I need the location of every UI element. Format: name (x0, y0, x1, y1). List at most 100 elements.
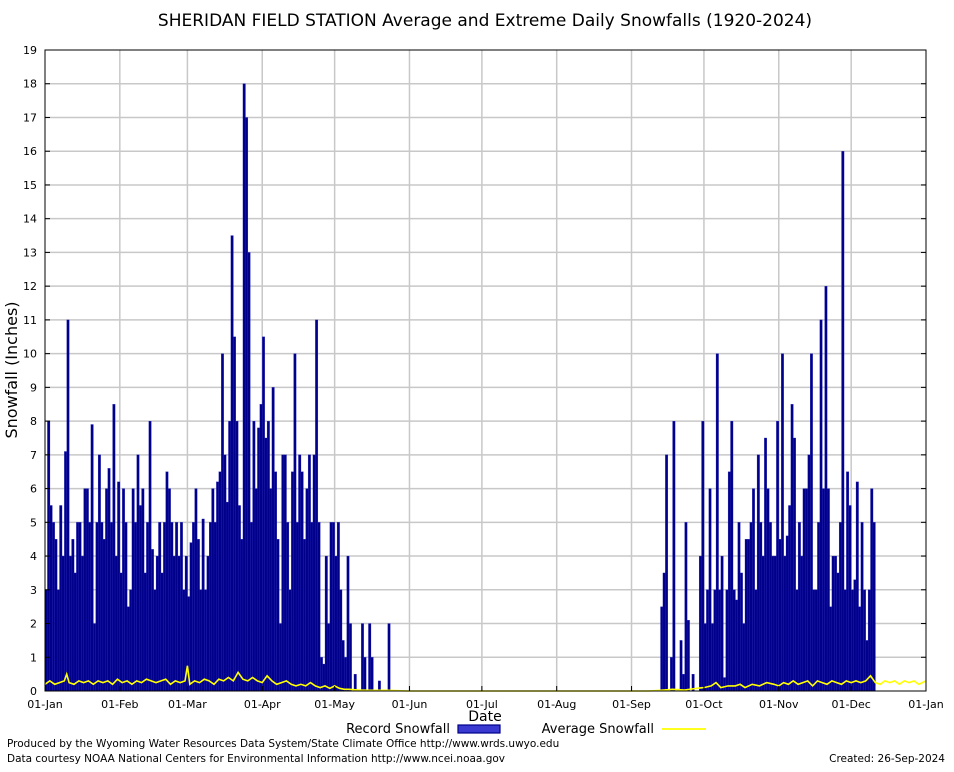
record-snowfall-bar (853, 579, 857, 692)
record-snowfall-bar (819, 319, 823, 692)
record-snowfall-bar (778, 539, 782, 692)
record-snowfall-bar (64, 451, 67, 692)
record-snowfall-bar (242, 83, 246, 692)
record-snowfall-bar (870, 488, 874, 692)
record-snowfall-bar (713, 589, 717, 692)
record-snowfall-bar (136, 454, 140, 692)
record-snowfall-bar (97, 454, 101, 692)
record-snowfall-bar (107, 468, 111, 692)
record-snowfall-bar (682, 674, 685, 692)
record-snowfall-bar (194, 488, 198, 692)
record-snowfall-bar (163, 522, 166, 692)
record-snowfall-bar (339, 589, 343, 692)
record-snowfall-bar (737, 522, 741, 692)
record-snowfall-bar (817, 522, 821, 692)
record-snowfall-bar (684, 522, 688, 692)
record-snowfall-bar (353, 674, 357, 692)
record-snowfall-bar (259, 404, 263, 692)
record-snowfall-bar (59, 505, 63, 692)
record-snowfall-bar (286, 522, 290, 692)
chart-title: SHERIDAN FIELD STATION Average and Extre… (158, 11, 812, 31)
record-snowfall-bar (788, 505, 792, 692)
record-snowfall-bar (841, 151, 845, 692)
legend-label-average: Average Snowfall (542, 722, 654, 737)
record-snowfall-bar (175, 522, 179, 692)
x-axis-label: Date (468, 709, 501, 725)
record-snowfall-bar (773, 555, 777, 692)
record-snowfall-bar (76, 522, 80, 692)
x-tick-label: 01-Mar (168, 698, 207, 711)
footer-created-date: Created: 26-Sep-2024 (829, 753, 945, 765)
record-snowfall-bar (822, 488, 825, 692)
y-tick-label: 11 (23, 314, 37, 327)
record-snowfall-bar (293, 353, 297, 692)
record-snowfall-bar (295, 522, 299, 692)
record-snowfall-bar (851, 589, 854, 692)
record-snowfall-bar (143, 572, 147, 692)
record-snowfall-bar (235, 420, 239, 692)
x-tick-label: 01-Jan (27, 698, 63, 711)
record-snowfall-bar (262, 336, 265, 692)
record-snowfall-bar (307, 454, 311, 692)
record-snowfall-bar (155, 555, 159, 692)
record-snowfall-bar (735, 599, 739, 692)
x-tick-label: 01-Sep (612, 698, 651, 711)
average-snowfall-line (44, 665, 927, 692)
record-snowfall-bar (252, 420, 256, 692)
record-snowfall-bar (324, 555, 328, 692)
record-snowfall-bar (95, 522, 99, 692)
record-snowfall-bar (826, 488, 830, 692)
record-snowfall-bar (315, 319, 319, 692)
record-snowfall-bar (368, 623, 372, 692)
record-snowfall-bar (110, 522, 113, 692)
record-snowfall-bar (810, 353, 813, 692)
record-snowfall-bar (725, 589, 729, 692)
record-snowfall-bar (279, 623, 282, 692)
record-snowfall-bar (793, 437, 796, 692)
record-snowfall-bar (117, 481, 121, 692)
record-snowfall-bar (807, 454, 811, 692)
y-tick-label: 6 (30, 483, 37, 496)
record-snowfall-bar (233, 336, 236, 692)
record-snowfall-bar (742, 623, 746, 692)
record-snowfall-bar (732, 589, 736, 692)
record-snowfall-bar (221, 353, 224, 692)
record-snowfall-bar (192, 522, 195, 692)
record-snowfall-bar (112, 404, 116, 692)
record-snowfall-bar (860, 522, 864, 692)
record-snowfall-bar (291, 471, 294, 692)
record-snowfall-bar (771, 555, 775, 692)
y-tick-label: 8 (30, 415, 37, 428)
record-snowfall-bar (303, 539, 306, 692)
record-snowfall-bar (703, 623, 707, 692)
record-snowfall-bar (831, 555, 835, 692)
y-tick-label: 2 (30, 618, 37, 631)
y-tick-label: 3 (30, 584, 37, 597)
record-snowfall-bar (276, 539, 280, 692)
record-snowfall-bar (83, 488, 87, 692)
record-snowfall-bar (172, 555, 176, 692)
record-snowfall-bar (216, 481, 220, 692)
record-snowfall-bar (49, 505, 53, 692)
record-snowfall-bar (298, 454, 302, 692)
record-snowfall-bar (334, 555, 338, 692)
record-snowfall-bar (305, 488, 309, 692)
footer-credit-wrds: Produced by the Wyoming Water Resources … (7, 738, 560, 750)
record-snowfall-bar (81, 555, 84, 692)
record-snowfall-bar (126, 606, 130, 692)
record-snowfall-bar (858, 606, 862, 692)
record-snowfall-bar (54, 539, 58, 692)
record-snowfall-bar (327, 623, 331, 692)
record-snowfall-bar (134, 522, 137, 692)
record-snowfall-bar (670, 657, 673, 692)
x-tick-label: 01-Jul (466, 698, 498, 711)
record-snowfall-bar (250, 522, 253, 692)
record-snowfall-bar (300, 471, 304, 692)
record-snowfall-bar (114, 555, 118, 692)
record-snowfall-bar (165, 471, 169, 692)
record-snowfall-bar (56, 589, 60, 692)
record-snowfall-bar (69, 555, 72, 692)
record-snowfall-bar (781, 353, 784, 692)
x-tick-label: 01-Jun (392, 698, 428, 711)
